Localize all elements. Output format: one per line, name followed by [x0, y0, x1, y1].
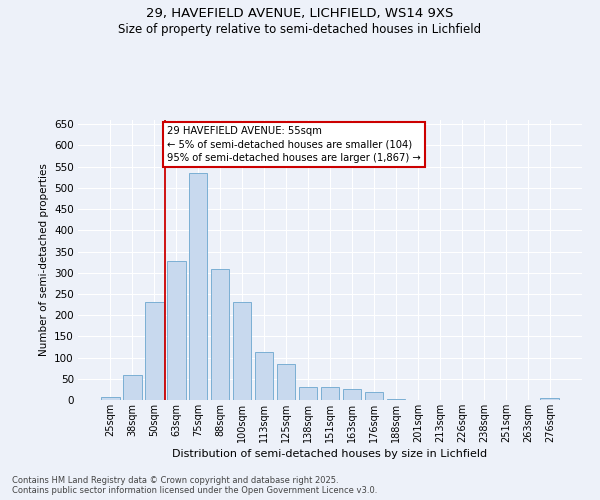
Bar: [365, 392, 383, 400]
Bar: [277, 364, 295, 400]
Bar: [233, 302, 251, 400]
Text: 29 HAVEFIELD AVENUE: 55sqm
← 5% of semi-detached houses are smaller (104)
95% of: 29 HAVEFIELD AVENUE: 55sqm ← 5% of semi-…: [167, 126, 421, 163]
Bar: [320, 388, 340, 400]
Bar: [386, 398, 405, 400]
Bar: [167, 261, 185, 400]
Bar: [255, 352, 274, 400]
Bar: [299, 388, 317, 400]
X-axis label: Distribution of semi-detached houses by size in Lichfield: Distribution of semi-detached houses by …: [172, 449, 488, 459]
Text: Contains HM Land Registry data © Crown copyright and database right 2025.
Contai: Contains HM Land Registry data © Crown c…: [12, 476, 377, 495]
Bar: [189, 173, 208, 400]
Text: Size of property relative to semi-detached houses in Lichfield: Size of property relative to semi-detach…: [118, 22, 482, 36]
Bar: [343, 390, 361, 400]
Text: 29, HAVEFIELD AVENUE, LICHFIELD, WS14 9XS: 29, HAVEFIELD AVENUE, LICHFIELD, WS14 9X…: [146, 8, 454, 20]
Bar: [541, 398, 559, 400]
Bar: [145, 302, 164, 400]
Bar: [123, 374, 142, 400]
Bar: [101, 396, 119, 400]
Y-axis label: Number of semi-detached properties: Number of semi-detached properties: [38, 164, 49, 356]
Bar: [211, 270, 229, 400]
